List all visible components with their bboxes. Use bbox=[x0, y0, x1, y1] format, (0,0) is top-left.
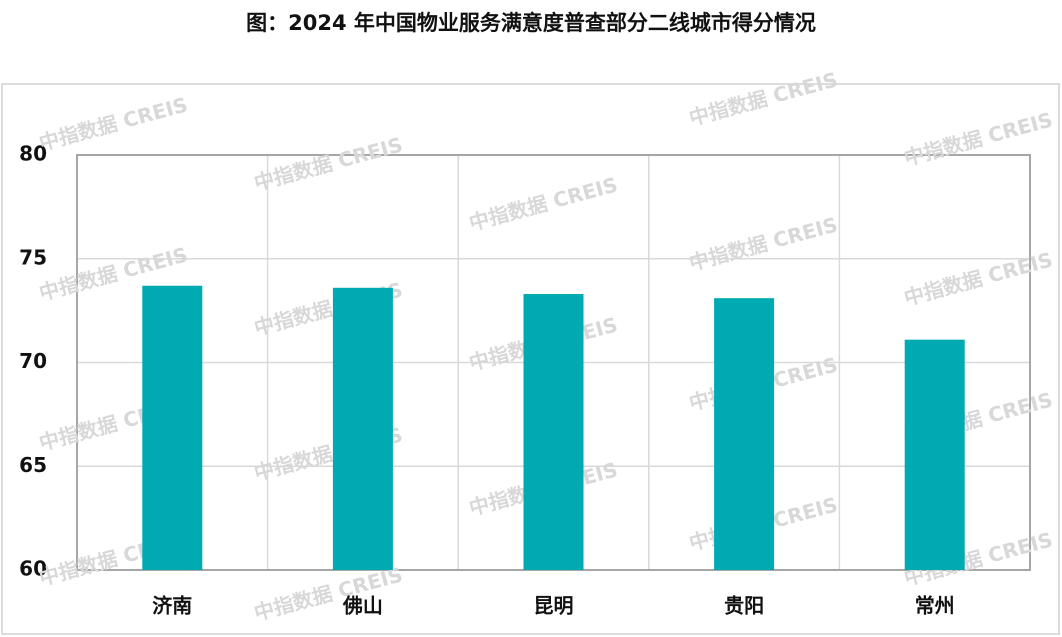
bar bbox=[142, 285, 203, 570]
bar bbox=[904, 339, 965, 570]
watermark: 中指数据 CREIS bbox=[902, 247, 1056, 310]
watermark: 中指数据 CREIS bbox=[902, 107, 1056, 170]
watermark: 中指数据 CREIS bbox=[687, 212, 841, 275]
x-tick-label: 济南 bbox=[152, 594, 192, 618]
watermark: 中指数据 CREIS bbox=[252, 132, 406, 195]
watermark: 中指数据 CREIS bbox=[467, 172, 621, 235]
watermark: 中指数据 CREIS bbox=[687, 67, 841, 130]
bar bbox=[332, 287, 393, 570]
x-tick-label: 昆明 bbox=[534, 594, 574, 618]
y-tick-label: 75 bbox=[19, 245, 47, 269]
bar bbox=[714, 298, 775, 570]
chart-title: 图：2024 年中国物业服务满意度普查部分二线城市得分情况 bbox=[246, 11, 816, 35]
x-tick-label: 贵阳 bbox=[724, 594, 764, 618]
y-tick-label: 80 bbox=[19, 142, 47, 166]
y-tick-label: 60 bbox=[19, 557, 47, 581]
x-tick-label: 常州 bbox=[915, 594, 955, 618]
bar bbox=[523, 294, 584, 570]
y-tick-label: 70 bbox=[19, 349, 47, 373]
y-tick-label: 65 bbox=[19, 453, 47, 477]
chart-frame bbox=[1, 83, 1060, 635]
x-tick-label: 佛山 bbox=[342, 594, 383, 618]
watermark: 中指数据 CREIS bbox=[37, 92, 191, 155]
